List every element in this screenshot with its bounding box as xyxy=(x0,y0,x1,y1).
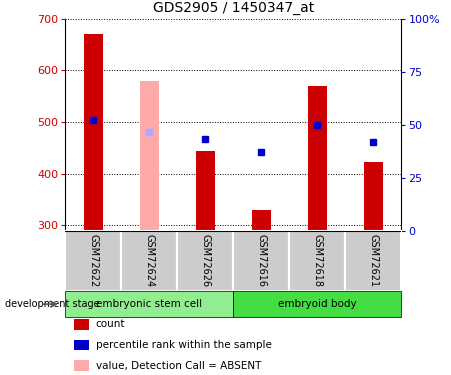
Text: development stage: development stage xyxy=(5,299,99,309)
Text: GSM72621: GSM72621 xyxy=(368,234,378,288)
Bar xyxy=(83,34,103,231)
Text: GSM72622: GSM72622 xyxy=(88,234,98,288)
Text: GSM72626: GSM72626 xyxy=(200,234,211,288)
Text: embryoid body: embryoid body xyxy=(278,299,357,309)
Text: value, Detection Call = ABSENT: value, Detection Call = ABSENT xyxy=(96,361,261,370)
Text: GSM72616: GSM72616 xyxy=(256,234,267,288)
Bar xyxy=(345,231,401,291)
Bar xyxy=(196,150,215,231)
Text: percentile rank within the sample: percentile rank within the sample xyxy=(96,340,272,350)
Bar xyxy=(308,86,327,231)
Bar xyxy=(252,210,271,231)
Bar xyxy=(234,291,401,317)
Bar xyxy=(140,81,159,231)
Text: GSM72618: GSM72618 xyxy=(313,234,322,288)
Text: embryonic stem cell: embryonic stem cell xyxy=(97,299,202,309)
Bar xyxy=(177,231,234,291)
Bar xyxy=(290,231,345,291)
Text: count: count xyxy=(96,320,125,329)
Bar xyxy=(121,231,177,291)
Text: GSM72624: GSM72624 xyxy=(144,234,154,288)
Bar xyxy=(364,162,383,231)
Bar xyxy=(234,231,290,291)
Title: GDS2905 / 1450347_at: GDS2905 / 1450347_at xyxy=(153,1,314,15)
Bar xyxy=(65,291,234,317)
Bar xyxy=(65,231,121,291)
